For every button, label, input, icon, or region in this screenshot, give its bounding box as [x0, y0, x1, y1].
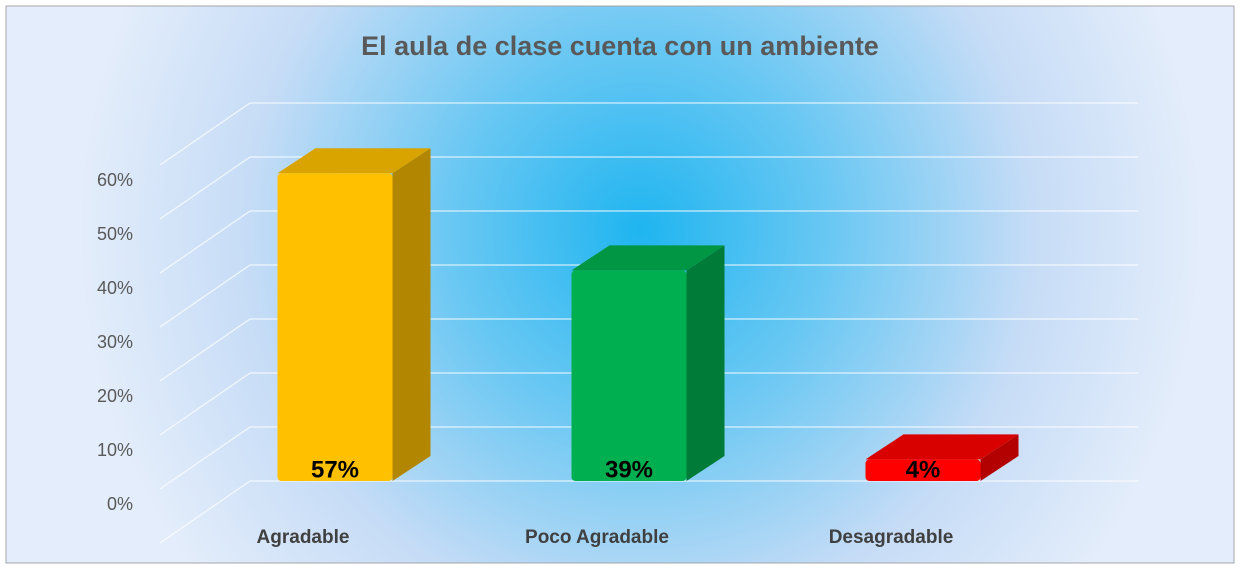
x-tick-label: Agradable	[257, 527, 350, 548]
bar-side	[392, 148, 431, 481]
value-label: 4%	[906, 456, 941, 483]
grid-line	[159, 372, 251, 436]
y-tick-label: 40%	[97, 278, 133, 298]
value-label: 39%	[605, 456, 653, 483]
x-tick-label: Poco Agradable	[525, 527, 669, 548]
y-tick-label: 10%	[97, 440, 133, 460]
bar	[865, 459, 981, 481]
y-tick-label: 20%	[97, 386, 133, 406]
bar-top	[571, 245, 725, 271]
grid-line	[159, 102, 251, 166]
bar-top	[865, 434, 1019, 460]
bar-side	[686, 245, 725, 481]
grid-line	[159, 426, 251, 490]
chart-title: El aula de clase cuenta con un ambiente	[361, 31, 879, 61]
bar	[571, 270, 687, 481]
grid-line	[159, 210, 251, 274]
grid-line	[159, 156, 251, 220]
grid-line	[159, 264, 251, 328]
bar	[277, 173, 393, 481]
grid-line	[159, 480, 251, 544]
y-tick-label: 0%	[107, 494, 133, 514]
y-tick-label: 30%	[97, 332, 133, 352]
y-tick-label: 50%	[97, 224, 133, 244]
y-tick-label: 60%	[97, 170, 133, 190]
bar-side	[980, 434, 1019, 481]
bar-top	[277, 148, 431, 174]
x-tick-label: Desagradable	[829, 527, 954, 548]
value-label: 57%	[311, 456, 359, 483]
grid-line	[159, 318, 251, 382]
